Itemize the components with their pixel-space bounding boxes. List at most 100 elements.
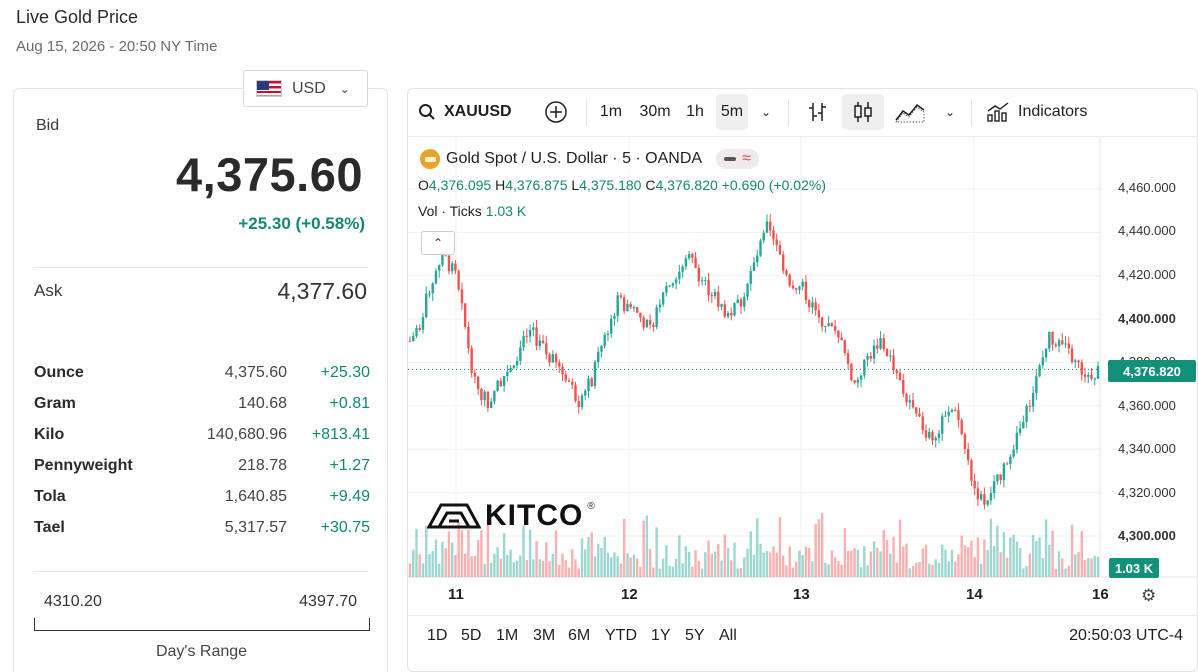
range-5y[interactable]: 5Y — [685, 627, 705, 644]
candle-body — [743, 296, 746, 307]
candle-body — [499, 380, 503, 387]
candle-body — [668, 285, 671, 287]
price-chart[interactable] — [408, 137, 1198, 615]
unit-name: Kilo — [34, 425, 65, 443]
candle-body — [431, 283, 434, 294]
kitco-logo-mark — [427, 503, 481, 529]
candle-body — [587, 378, 590, 391]
toolbar-divider — [586, 100, 587, 126]
x-tick: 14 — [966, 586, 983, 603]
candle-body — [674, 279, 678, 284]
unit-name: Gram — [34, 394, 76, 412]
candle-body — [661, 292, 665, 305]
area-chart-button[interactable] — [892, 94, 928, 130]
interval-30m[interactable]: 30m — [639, 103, 671, 120]
candle-body — [778, 245, 782, 255]
chart-type-dropdown[interactable]: ⌄ — [938, 94, 962, 130]
candle-body — [496, 380, 499, 391]
volume-bar — [1015, 541, 1019, 577]
candle-body — [629, 303, 632, 308]
candle-body — [992, 481, 996, 493]
chart-toolbar: XAUUSD 1m 30m 1h 5m ⌄ ⌄ Indicators — [408, 89, 1197, 137]
candle-body — [966, 448, 970, 461]
bar-chart-button[interactable] — [801, 94, 835, 130]
candles-button[interactable] — [842, 94, 884, 130]
range-1y[interactable]: 1Y — [651, 627, 671, 644]
volume-bar — [950, 549, 954, 577]
interval-dropdown[interactable]: ⌄ — [754, 94, 778, 130]
candle-body — [590, 378, 593, 387]
candle-body — [545, 343, 548, 355]
candle-body — [687, 254, 691, 259]
interval-1m[interactable]: 1m — [599, 103, 623, 120]
volume-bar — [528, 529, 532, 577]
candle-body — [460, 289, 464, 304]
candle-body — [1054, 344, 1058, 347]
volume-bar — [639, 566, 642, 577]
indicators-button[interactable]: Indicators — [986, 94, 1102, 130]
collapse-legend-button[interactable]: ⌃ — [421, 231, 455, 255]
volume-bar — [843, 527, 847, 577]
range-1m[interactable]: 1M — [496, 627, 519, 644]
legend-toggle[interactable]: ≈ — [716, 149, 759, 169]
volume-bar — [759, 543, 762, 577]
candle-body — [619, 295, 623, 298]
interval-1h[interactable]: 1h — [686, 103, 704, 120]
volume-bar — [515, 560, 519, 577]
candle-body — [470, 348, 473, 373]
range-ytd[interactable]: YTD — [605, 627, 637, 644]
volume-bar — [613, 552, 616, 577]
unit-change: +25.30 — [320, 363, 370, 381]
volume-bar — [846, 551, 850, 577]
range-1d[interactable]: 1D — [427, 627, 448, 644]
candle-body — [762, 232, 765, 241]
candle-body — [928, 431, 931, 438]
volume-bar — [876, 547, 879, 577]
candle-body — [642, 317, 645, 328]
volume-bar — [856, 549, 860, 577]
candle-body — [1044, 348, 1048, 358]
range-5d[interactable]: 5D — [461, 627, 482, 644]
candle-body — [580, 395, 584, 408]
candle-body — [564, 374, 567, 381]
volume-bar — [973, 557, 976, 577]
chart-settings-icon[interactable]: ⚙ — [1141, 586, 1157, 605]
range-3m[interactable]: 3M — [533, 627, 556, 644]
day-range-low: 4310.20 — [44, 593, 102, 610]
candle-body — [603, 334, 606, 347]
currency-dropdown[interactable]: USD ⌄ — [243, 70, 368, 107]
volume-bar — [694, 550, 697, 577]
volume-bar — [489, 562, 493, 577]
volume-bar — [1074, 554, 1077, 577]
interval-5m[interactable]: 5m — [716, 94, 748, 130]
volume-bar — [418, 554, 421, 577]
candle-body — [421, 317, 425, 330]
volume-bar — [1048, 544, 1051, 577]
candle-body — [548, 354, 551, 363]
candle-body — [541, 340, 545, 344]
volume-bar — [713, 551, 717, 577]
range-all[interactable]: All — [719, 627, 737, 644]
volume-bar — [1090, 558, 1093, 577]
volume-bar — [476, 540, 480, 577]
compare-button[interactable] — [540, 94, 572, 130]
candle-body — [434, 270, 438, 284]
symbol-search-button[interactable]: XAUUSD — [418, 94, 518, 130]
candle-body — [1087, 374, 1090, 377]
volume-bar — [684, 546, 688, 577]
candle-body — [859, 375, 863, 380]
volume-bar — [512, 562, 516, 577]
range-6m[interactable]: 6M — [568, 627, 591, 644]
candle-body — [1005, 463, 1009, 465]
volume-bar — [483, 563, 486, 577]
ask-value: 4,377.60 — [277, 278, 367, 304]
candle-body — [707, 280, 710, 296]
candle-body — [428, 293, 431, 295]
candle-body — [652, 324, 655, 327]
candle-body — [473, 372, 477, 377]
indicators-label: Indicators — [1018, 103, 1088, 120]
volume-bar — [794, 561, 798, 577]
candle-body — [772, 230, 775, 240]
unit-change: +0.81 — [329, 394, 370, 412]
candle-body — [561, 366, 564, 375]
